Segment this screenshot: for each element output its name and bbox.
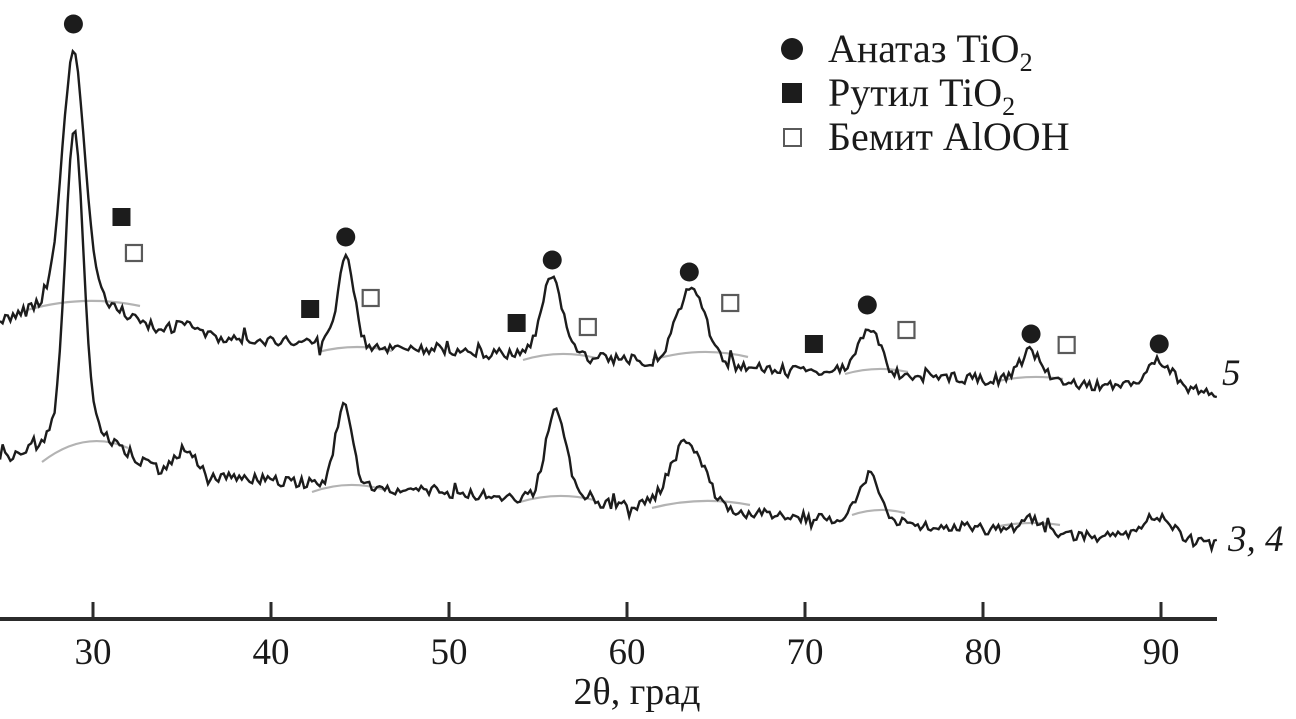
legend-label-sub: 2 (1002, 92, 1016, 121)
rutile-marker-icon (112, 208, 131, 226)
boehmite-marker-icon (361, 288, 380, 308)
legend: Анатаз TiO2 Рутил TiO2 Бемит AlOOH (772, 27, 1070, 159)
legend-item-boehmite: Бемит AlOOH (772, 115, 1070, 159)
anatase-marker-icon (679, 262, 699, 282)
legend-item-rutile: Рутил TiO2 (772, 70, 1070, 121)
anatase-marker-icon (857, 295, 877, 315)
x-axis-tick-label: 90 (1143, 632, 1180, 673)
anatase-marker-icon (1149, 334, 1169, 354)
background-fit-arc (994, 521, 1061, 529)
legend-label-anatase: Анатаз TiO2 (828, 26, 1033, 77)
x-axis-tick-label: 30 (75, 632, 112, 673)
boehmite-marker-icon (124, 243, 144, 263)
boehmite-marker-icon (721, 293, 740, 313)
boehmite-marker-icon (1057, 335, 1076, 355)
boehmite-marker-icon (578, 317, 597, 337)
background-fit-arc (311, 483, 386, 494)
background-fit-arc (522, 352, 597, 362)
legend-item-anatase: Анатаз TiO2 (772, 26, 1070, 77)
x-axis-label: 2θ, град (573, 671, 701, 713)
x-axis-tick-label: 60 (609, 632, 646, 673)
background-fit-arc (844, 367, 909, 376)
x-axis-tick-label: 40 (253, 632, 290, 673)
background-fit-arc (651, 499, 751, 510)
rutile-marker-icon (507, 314, 526, 332)
x-axis-tick-label: 50 (431, 632, 468, 673)
rutile-marker-icon (301, 300, 320, 318)
x-axis-tick-label: 70 (787, 632, 824, 673)
legend-label-rutile: Рутил TiO2 (828, 70, 1016, 121)
anatase-marker-icon (1021, 324, 1041, 344)
anatase-marker-icon (542, 250, 562, 270)
boehmite-marker-icon (897, 320, 916, 340)
x-axis-tick-label: 80 (965, 632, 1002, 673)
background-fit-arc (851, 508, 906, 517)
filled-square-icon (782, 83, 802, 103)
xrd-curve-5 (0, 48, 1218, 399)
rutile-marker-icon (804, 335, 823, 353)
curve-label-bottom: 3, 4 (1228, 519, 1284, 560)
curve-label-top: 5 (1222, 353, 1241, 394)
background-fit-arc (41, 440, 129, 463)
xrd-curve-3-4 (0, 128, 1218, 554)
open-square-icon (782, 127, 802, 147)
legend-label-boehmite: Бемит AlOOH (828, 114, 1070, 159)
legend-label-sub: 2 (1019, 48, 1033, 77)
filled-circle-icon (781, 38, 803, 60)
anatase-marker-icon (63, 14, 83, 34)
anatase-marker-icon (336, 227, 356, 247)
